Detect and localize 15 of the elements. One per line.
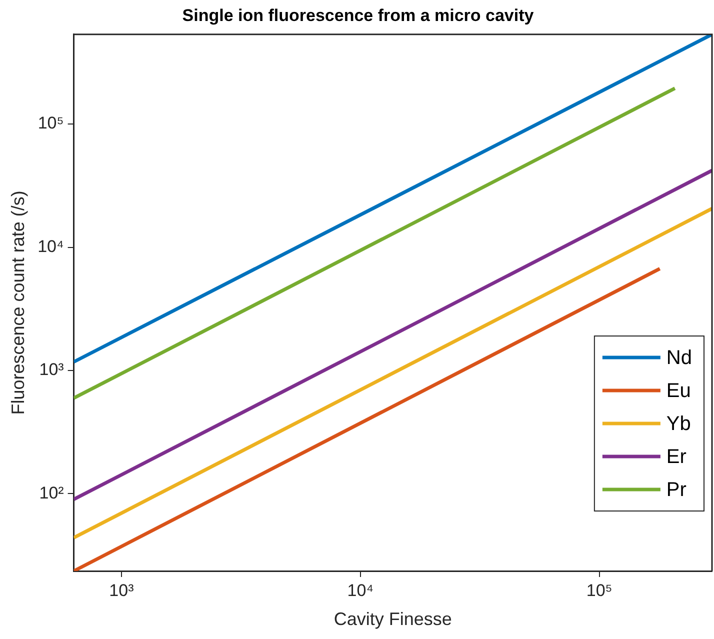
y-tick-label: 10⁴	[38, 236, 64, 256]
x-tick-label: 10³	[109, 580, 134, 600]
y-tick-label: 10³	[39, 360, 64, 380]
legend-label: Er	[666, 446, 687, 468]
legend-label: Pr	[666, 479, 687, 502]
chart-title: Single ion fluorescence from a micro cavity	[182, 6, 534, 25]
y-tick-label: 10⁵	[38, 114, 64, 133]
x-axis-title: Cavity Finesse	[334, 609, 452, 630]
legend-label: Eu	[666, 380, 691, 402]
y-axis-title: Fluorescence count rate (/s)	[8, 190, 28, 415]
legend-label: Nd	[666, 347, 692, 370]
legend-label: Yb	[666, 413, 691, 436]
x-tick-label: 10⁴	[347, 580, 374, 600]
x-tick-label: 10⁵	[586, 580, 612, 600]
y-tick-label: 10²	[39, 483, 64, 502]
